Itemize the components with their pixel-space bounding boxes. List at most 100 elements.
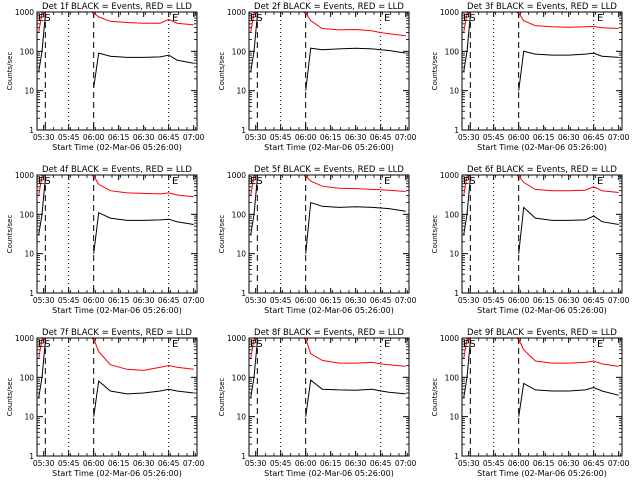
x-tick-label: 06:15	[533, 459, 555, 468]
lld-series-line	[304, 175, 406, 192]
x-axis-label: Start Time (02-Mar-06 05:26:00)	[52, 469, 182, 478]
y-axis-label: Counts/sec	[431, 215, 439, 254]
x-tick-label: 05:30	[33, 133, 55, 142]
y-axis-label: Counts/sec	[6, 378, 14, 417]
x-tick-label: 07:00	[395, 133, 417, 142]
y-tick-label: 100	[20, 373, 35, 382]
time-marker-label: E	[172, 176, 178, 187]
x-tick-label: 06:30	[345, 459, 367, 468]
x-tick-label: 05:30	[245, 296, 267, 305]
time-marker-label: ES	[250, 176, 263, 187]
detector-panel: Det 5f BLACK = Events, RED = LLD Counts/s…	[218, 165, 417, 315]
y-tick-label: 1000	[15, 334, 34, 343]
y-tick-label: 100	[232, 210, 247, 219]
x-tick-label: 07:00	[608, 459, 630, 468]
x-axis-label: Start Time (02-Mar-06 05:26:00)	[477, 306, 607, 315]
y-tick-label: 1000	[440, 334, 459, 343]
events-series-line	[518, 382, 619, 417]
time-marker-label: ES	[38, 176, 51, 187]
x-tick-label: 05:30	[458, 133, 480, 142]
x-tick-label: 07:00	[183, 133, 205, 142]
x-tick-label: 06:15	[320, 459, 342, 468]
x-tick-label: 06:30	[558, 296, 580, 305]
x-tick-label: 05:45	[270, 459, 292, 468]
time-marker-label: E	[172, 339, 178, 350]
y-tick-label: 1	[454, 452, 459, 461]
x-tick-label: 06:00	[508, 459, 530, 468]
y-tick-label: 100	[232, 373, 247, 382]
y-tick-label: 1	[29, 289, 34, 298]
time-marker-label: E	[597, 13, 603, 24]
lld-series-line	[304, 338, 406, 367]
events-series-line	[250, 15, 258, 72]
x-axis-label: Start Time (02-Mar-06 05:26:00)	[264, 143, 394, 152]
x-tick-label: 05:30	[33, 459, 55, 468]
detector-panel: Det 4f BLACK = Events, RED = LLD Counts/s…	[6, 165, 205, 315]
x-tick-label: 06:30	[558, 459, 580, 468]
y-tick-label: 1000	[15, 8, 34, 17]
lld-series-line	[517, 12, 619, 29]
y-tick-label: 10	[24, 250, 34, 259]
events-series-line	[250, 178, 258, 235]
panel-title: Det 1f BLACK = Events, RED = LLD	[42, 2, 192, 12]
lld-series-line	[92, 12, 194, 26]
y-tick-label: 100	[445, 210, 460, 219]
y-axis-label: Counts/sec	[6, 52, 14, 91]
lld-series-line	[517, 175, 619, 193]
panel-title: Det 8f BLACK = Events, RED = LLD	[254, 328, 404, 338]
time-marker-label: E	[597, 176, 603, 187]
events-series-line	[38, 341, 46, 398]
y-tick-label: 1000	[227, 334, 246, 343]
lld-series-line	[250, 12, 258, 33]
events-series-line	[38, 15, 46, 72]
y-tick-label: 1000	[440, 8, 459, 17]
x-tick-label: 06:00	[295, 459, 317, 468]
x-tick-label: 06:45	[158, 459, 180, 468]
y-tick-label: 1000	[227, 8, 246, 17]
events-series-line	[518, 206, 619, 254]
plot-frame	[461, 174, 623, 294]
y-axis-label: Counts/sec	[218, 52, 226, 91]
x-tick-label: 07:00	[608, 296, 630, 305]
lld-series-line	[250, 175, 258, 196]
x-tick-label: 06:00	[508, 296, 530, 305]
x-tick-label: 05:45	[483, 459, 505, 468]
time-marker-label: ES	[463, 339, 476, 350]
plot-frame	[248, 11, 410, 131]
plot-frame	[36, 11, 198, 131]
detector-panel: Det 6f BLACK = Events, RED = LLD Counts/s…	[431, 165, 630, 315]
x-tick-label: 05:30	[33, 296, 55, 305]
y-axis-label: Counts/sec	[431, 378, 439, 417]
y-tick-label: 1	[241, 289, 246, 298]
plot-frame	[36, 337, 198, 457]
x-tick-label: 05:45	[483, 133, 505, 142]
y-tick-label: 10	[449, 250, 459, 259]
events-series-line	[250, 341, 258, 398]
plot-frame	[461, 11, 623, 131]
plot-frame	[36, 174, 198, 294]
plot-frame	[248, 174, 410, 294]
x-axis-label: Start Time (02-Mar-06 05:26:00)	[264, 306, 394, 315]
x-tick-label: 07:00	[183, 459, 205, 468]
y-tick-label: 1000	[227, 171, 246, 180]
lld-series-line	[38, 338, 46, 359]
y-tick-label: 10	[24, 413, 34, 422]
events-series-line	[38, 178, 46, 235]
time-marker-label: E	[384, 13, 390, 24]
events-series-line	[305, 379, 406, 417]
x-tick-label: 05:45	[58, 296, 80, 305]
y-tick-label: 100	[445, 373, 460, 382]
x-tick-label: 06:30	[345, 296, 367, 305]
y-axis-label: Counts/sec	[218, 215, 226, 254]
detector-panel: Det 1f BLACK = Events, RED = LLD Counts/s…	[6, 2, 205, 152]
x-tick-label: 05:45	[270, 133, 292, 142]
y-tick-label: 100	[232, 47, 247, 56]
x-tick-label: 05:45	[58, 459, 80, 468]
time-marker-label: ES	[463, 13, 476, 24]
y-tick-label: 10	[236, 250, 246, 259]
x-tick-label: 06:45	[583, 133, 605, 142]
lld-series-line	[38, 175, 46, 196]
panel-title: Det 7f BLACK = Events, RED = LLD	[42, 328, 192, 338]
detector-panel: Det 8f BLACK = Events, RED = LLD Counts/s…	[218, 328, 417, 478]
